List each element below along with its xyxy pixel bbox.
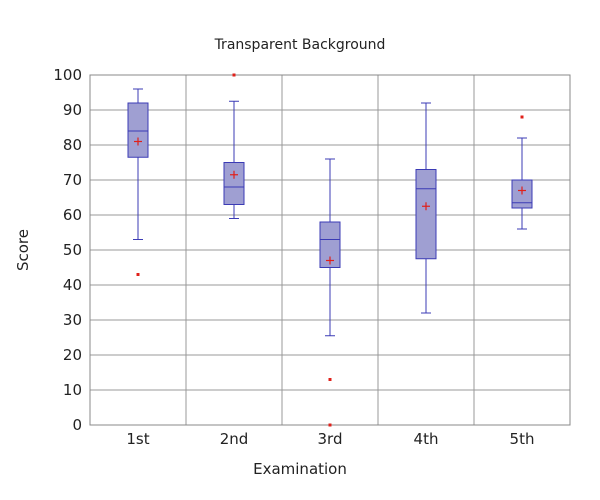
y-tick-label: 30 — [63, 311, 82, 329]
y-tick-label: 10 — [63, 381, 82, 399]
box-group — [127, 88, 149, 276]
outlier-point — [136, 273, 140, 276]
tick-layer: 0 10 20 30 40 50 60 70 80 90 100 1st 2nd 3rd 4th 5th — [53, 66, 534, 448]
y-tick-label: 90 — [63, 101, 82, 119]
y-tick-label: 0 — [72, 416, 82, 434]
box-group — [415, 102, 437, 314]
x-tick-label: 1st — [126, 430, 149, 448]
y-tick-label: 80 — [63, 136, 82, 154]
x-tick-label: 5th — [510, 430, 535, 448]
x-tick-label: 4th — [414, 430, 439, 448]
y-tick-label: 70 — [63, 171, 82, 189]
y-tick-label: 20 — [63, 346, 82, 364]
y-axis-title: Score — [14, 229, 32, 271]
outlier-point — [328, 378, 332, 381]
box-group — [223, 73, 245, 219]
box-group — [511, 115, 533, 230]
chart-title: Transparent Background — [214, 37, 386, 53]
x-tick-label: 3rd — [318, 430, 343, 448]
outlier-point — [232, 73, 236, 77]
iqr-box — [127, 102, 149, 158]
x-axis-title: Examination — [253, 460, 347, 478]
y-tick-label: 60 — [63, 206, 82, 224]
iqr-box — [223, 162, 245, 205]
y-tick-label: 50 — [63, 241, 82, 259]
iqr-box — [415, 169, 437, 260]
iqr-box — [319, 221, 341, 268]
box-group — [319, 158, 341, 427]
x-tick-label: 2nd — [220, 430, 249, 448]
y-tick-label: 100 — [53, 66, 82, 84]
box-layer — [127, 73, 533, 427]
outlier-point — [328, 423, 332, 427]
y-tick-label: 40 — [63, 276, 82, 294]
outlier-point — [520, 115, 524, 119]
